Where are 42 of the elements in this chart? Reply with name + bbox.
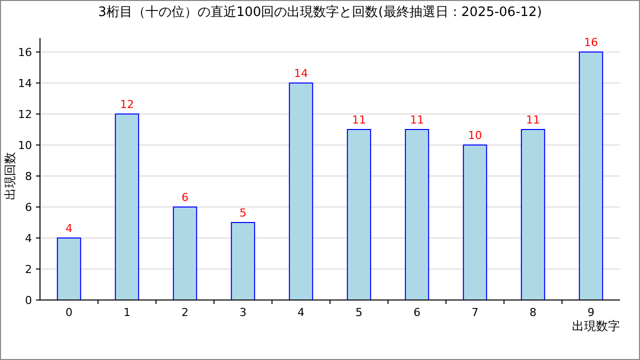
x-tick-label: 0 bbox=[66, 306, 72, 319]
y-tick-label: 4 bbox=[25, 232, 32, 245]
y-tick-label: 10 bbox=[18, 139, 32, 152]
x-tick-label: 7 bbox=[472, 306, 478, 319]
bar bbox=[56, 238, 82, 300]
y-tick-label: 2 bbox=[25, 263, 32, 276]
bar bbox=[404, 129, 430, 300]
bar bbox=[288, 82, 314, 300]
data-label: 11 bbox=[526, 114, 540, 126]
x-tick-label: 5 bbox=[356, 306, 362, 319]
bar bbox=[230, 222, 256, 300]
data-label: 14 bbox=[294, 67, 308, 80]
x-tick-label: 9 bbox=[588, 306, 594, 319]
x-tick-label: 6 bbox=[414, 306, 420, 319]
y-tick-label: 0 bbox=[25, 294, 32, 307]
data-label: 4 bbox=[66, 222, 72, 235]
data-label: 16 bbox=[584, 36, 598, 49]
bar bbox=[578, 52, 604, 300]
x-axis-title: 出現数字 bbox=[572, 319, 620, 333]
data-label: 12 bbox=[120, 98, 134, 111]
data-label: 11 bbox=[410, 114, 424, 126]
bar bbox=[114, 114, 140, 300]
data-label: 5 bbox=[240, 206, 246, 220]
bar bbox=[462, 144, 488, 300]
bar bbox=[346, 129, 372, 300]
data-label: 10 bbox=[468, 129, 482, 142]
y-tick-label: 12 bbox=[18, 108, 32, 121]
y-tick-label: 6 bbox=[25, 201, 32, 214]
y-tick-label: 16 bbox=[18, 46, 32, 59]
bar bbox=[172, 206, 198, 300]
y-axis-title: 出現回数 bbox=[3, 152, 17, 200]
y-tick-label: 8 bbox=[25, 170, 32, 183]
x-tick-label: 8 bbox=[530, 306, 536, 319]
y-tick-label: 14 bbox=[18, 77, 32, 90]
x-tick-label: 4 bbox=[298, 306, 304, 319]
x-tick-label: 3 bbox=[240, 306, 246, 319]
chart-title: 3桁目（十の位）の直近100回の出現数字と回数(最終抽選日：2025-06-12) bbox=[98, 4, 542, 20]
data-label: 11 bbox=[352, 114, 366, 126]
data-label: 6 bbox=[182, 191, 188, 204]
x-tick-label: 2 bbox=[182, 306, 188, 319]
bar bbox=[520, 129, 546, 300]
x-tick-label: 1 bbox=[124, 306, 130, 319]
